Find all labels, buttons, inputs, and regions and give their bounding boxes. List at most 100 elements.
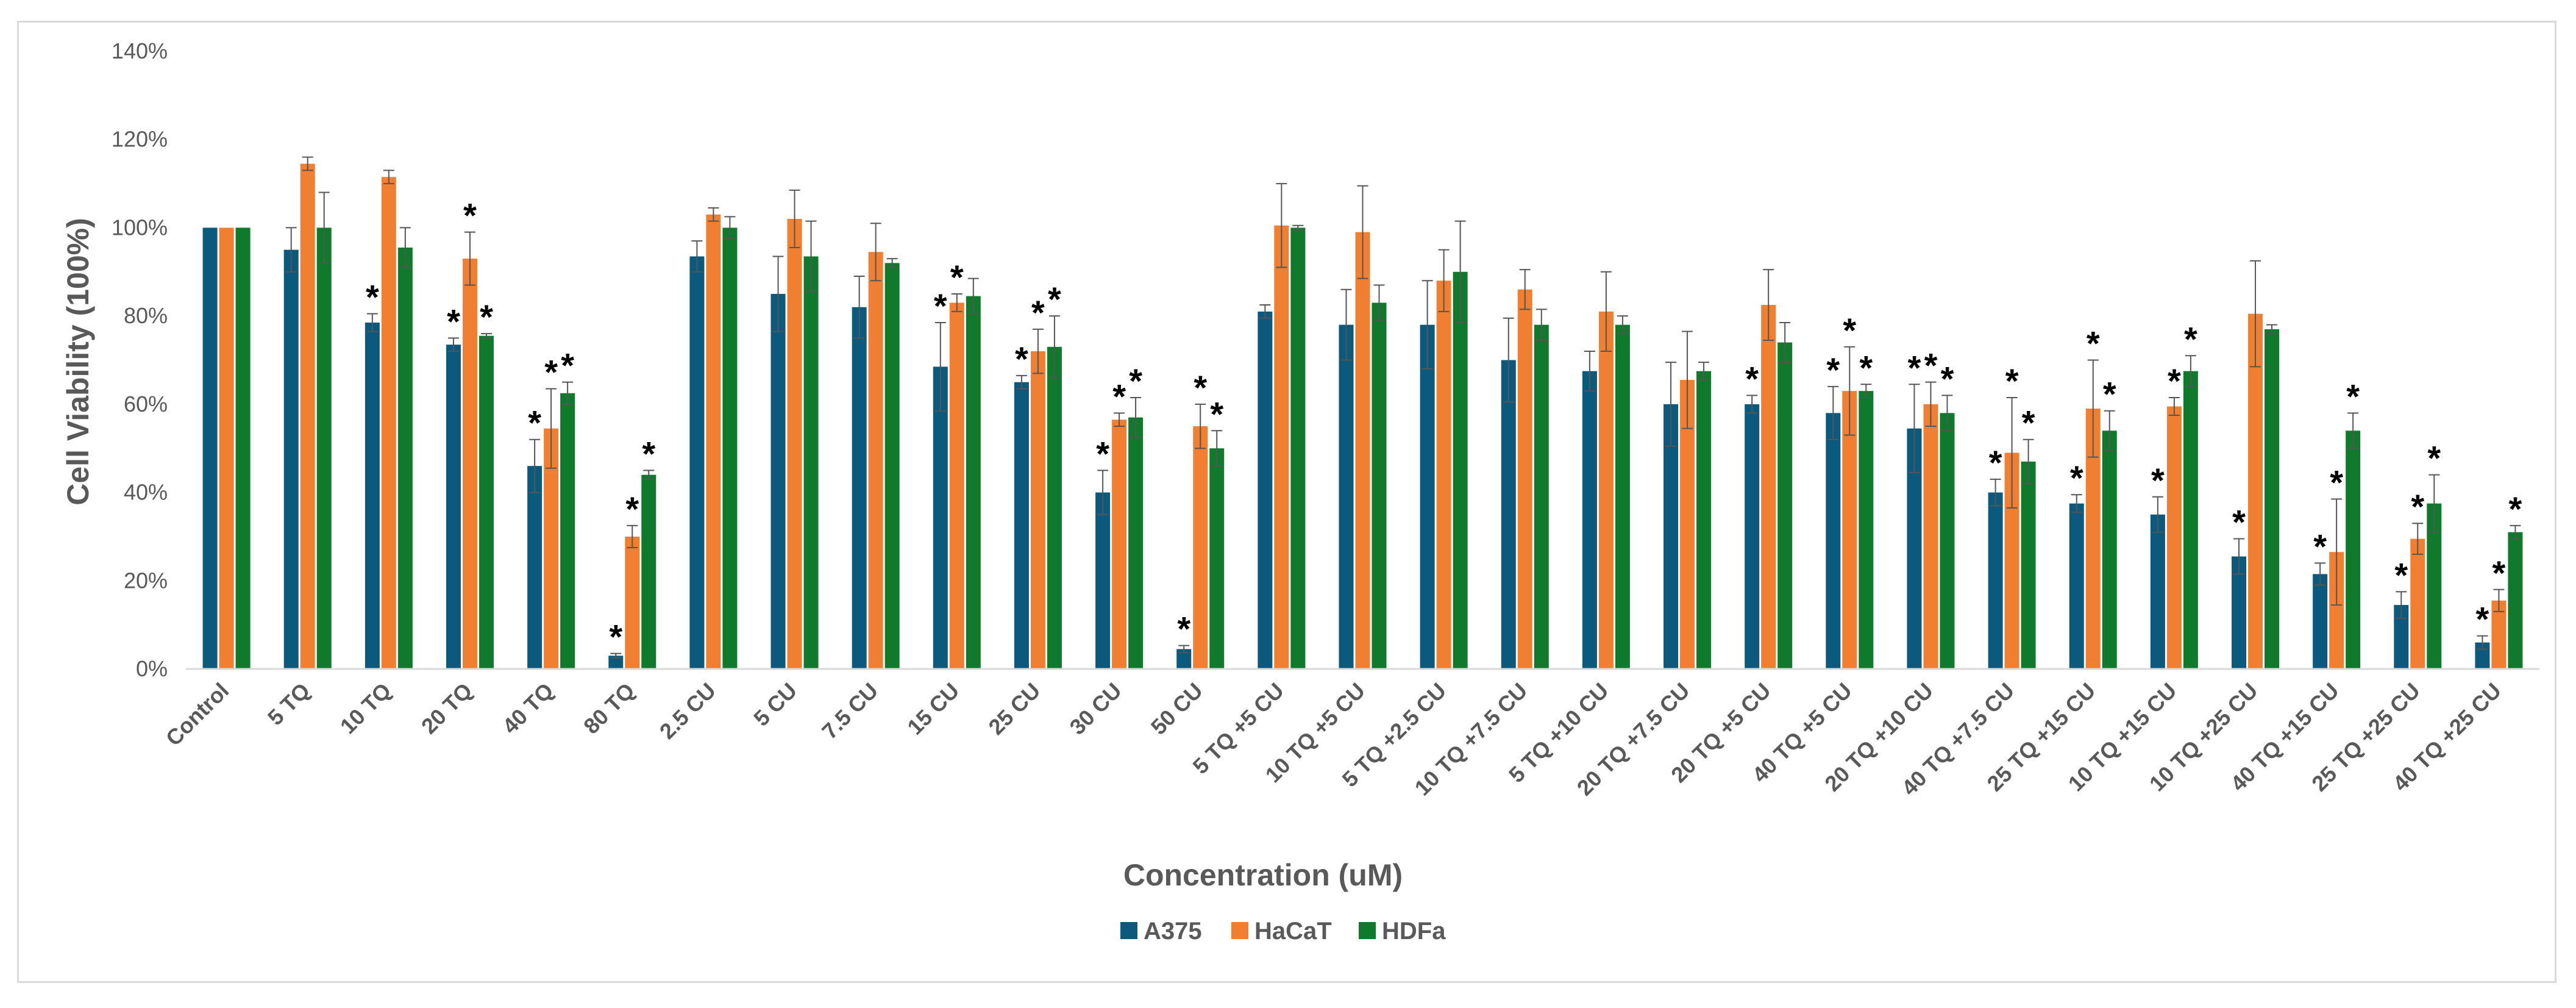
bar-hacat bbox=[1436, 281, 1451, 669]
bar-hacat bbox=[462, 259, 477, 669]
bar-hacat bbox=[949, 302, 964, 670]
significance-star: * bbox=[2070, 459, 2083, 497]
significance-star: * bbox=[1859, 348, 1873, 387]
error-bars bbox=[285, 156, 2521, 659]
significance-star: * bbox=[2476, 600, 2489, 638]
x-axis-category-labels: Control 5 TQ 10 TQ 20 TQ 40 TQ 80 TQ 2.5 CU 5 C… bbox=[161, 678, 2506, 801]
bar-a375 bbox=[202, 227, 218, 669]
significance-star: * bbox=[2151, 461, 2165, 499]
bar-hacat bbox=[2166, 406, 2182, 669]
bar-hdfa bbox=[1534, 324, 1549, 669]
x-tick-label: 2.5 CU bbox=[655, 678, 720, 744]
bar-a375 bbox=[1501, 360, 1516, 669]
legend-swatch-a375 bbox=[1120, 922, 1137, 939]
legend-swatch-hacat bbox=[1231, 922, 1248, 939]
y-tick-label: 100% bbox=[112, 215, 168, 240]
bar-hacat bbox=[381, 177, 396, 669]
bar-a375 bbox=[1258, 311, 1273, 670]
significance-star: * bbox=[2087, 324, 2100, 363]
bar-a375 bbox=[770, 293, 786, 669]
x-axis-title: Concentration (uM) bbox=[1123, 858, 1403, 892]
bar-hacat bbox=[1193, 426, 1208, 669]
bar-hdfa bbox=[479, 335, 494, 669]
bar-a375 bbox=[933, 366, 948, 669]
bar-a375 bbox=[527, 466, 543, 669]
significance-star: * bbox=[1745, 359, 1759, 398]
significance-star: * bbox=[447, 302, 460, 340]
bar-hacat bbox=[1112, 420, 1127, 669]
bar-hdfa bbox=[884, 263, 900, 669]
bar-hdfa bbox=[641, 474, 656, 669]
bar-hdfa bbox=[2346, 431, 2361, 669]
significance-star: * bbox=[463, 196, 477, 235]
bar-hacat bbox=[1842, 391, 1857, 669]
significance-star: * bbox=[1989, 443, 2002, 482]
significance-star: * bbox=[2330, 463, 2343, 501]
legend: A375 HaCaT HDFa bbox=[1120, 918, 1446, 945]
bar-hdfa bbox=[235, 227, 251, 669]
significance-star: * bbox=[1210, 395, 1223, 433]
legend-label-hdfa: HDFa bbox=[1382, 918, 1446, 945]
x-tick-label: 20 TQ bbox=[416, 678, 477, 739]
x-tick-label: 7.5 CU bbox=[817, 678, 883, 744]
significance-star: * bbox=[2168, 362, 2181, 400]
bar-hdfa bbox=[560, 393, 575, 669]
y-axis-title: Cell Viability (100%) bbox=[61, 218, 95, 505]
bar-hacat bbox=[2248, 313, 2263, 669]
bar-a375 bbox=[2150, 514, 2165, 669]
bar-hdfa bbox=[1777, 342, 1793, 669]
bar-hdfa bbox=[2183, 371, 2198, 669]
bar-hdfa bbox=[1615, 324, 1630, 669]
bar-hdfa bbox=[803, 256, 819, 670]
bar-hdfa bbox=[316, 227, 332, 669]
bar-a375 bbox=[1663, 404, 1679, 669]
bar-a375 bbox=[1745, 404, 1760, 669]
bar-a375 bbox=[689, 256, 705, 670]
bar-hacat bbox=[1517, 289, 1532, 669]
bar-hdfa bbox=[966, 296, 981, 669]
bar-a375 bbox=[283, 249, 299, 669]
y-tick-label: 60% bbox=[124, 391, 168, 416]
significance-star: * bbox=[2394, 556, 2408, 594]
bar-hacat bbox=[868, 252, 883, 670]
bar-hacat bbox=[1761, 305, 1776, 669]
significance-star: * bbox=[366, 278, 379, 316]
bar-hacat bbox=[1598, 311, 1614, 670]
y-tick-label: 140% bbox=[112, 38, 168, 63]
bar-hacat bbox=[300, 163, 315, 669]
bar-a375 bbox=[1014, 382, 1029, 669]
bar-hdfa bbox=[1209, 448, 1225, 669]
x-tick-label: 40 TQ bbox=[497, 678, 558, 739]
y-tick-label: 40% bbox=[124, 480, 168, 505]
bar-a375 bbox=[1095, 492, 1111, 669]
bar-hdfa bbox=[1047, 346, 1062, 669]
significance-star: * bbox=[1031, 293, 1045, 332]
significance-star: * bbox=[528, 404, 541, 442]
y-tick-label: 80% bbox=[124, 303, 168, 328]
x-tick-label: 30 CU bbox=[1065, 678, 1126, 740]
bar-a375 bbox=[2313, 574, 2328, 669]
bar-hdfa bbox=[2102, 431, 2117, 669]
significance-star: * bbox=[2005, 362, 2019, 400]
significance-star: * bbox=[2232, 503, 2246, 542]
significance-star: * bbox=[2492, 554, 2506, 592]
legend-label-a375: A375 bbox=[1144, 918, 1202, 945]
y-tick-label: 120% bbox=[112, 127, 168, 152]
significance-star: * bbox=[950, 258, 964, 296]
bar-a375 bbox=[1420, 324, 1435, 669]
bar-a375 bbox=[2232, 556, 2247, 669]
significance-star: * bbox=[1129, 362, 1142, 400]
significance-markers: ****** ******** *** ***** *** * * *************… bbox=[366, 196, 2522, 656]
significance-star: * bbox=[2427, 439, 2441, 477]
bar-hdfa bbox=[1290, 227, 1306, 669]
x-tick-label: 25 CU bbox=[983, 678, 1045, 740]
significance-star: * bbox=[642, 434, 655, 473]
bar-hacat bbox=[1274, 225, 1289, 670]
x-tick-label: 15 CU bbox=[902, 678, 964, 740]
significance-star: * bbox=[2411, 487, 2424, 526]
bar-hdfa bbox=[397, 247, 413, 670]
significance-star: * bbox=[1826, 351, 1840, 389]
y-tick-label: 20% bbox=[124, 568, 168, 593]
x-tick-label: 10 TQ bbox=[335, 678, 396, 739]
bar-hdfa bbox=[2508, 532, 2523, 669]
